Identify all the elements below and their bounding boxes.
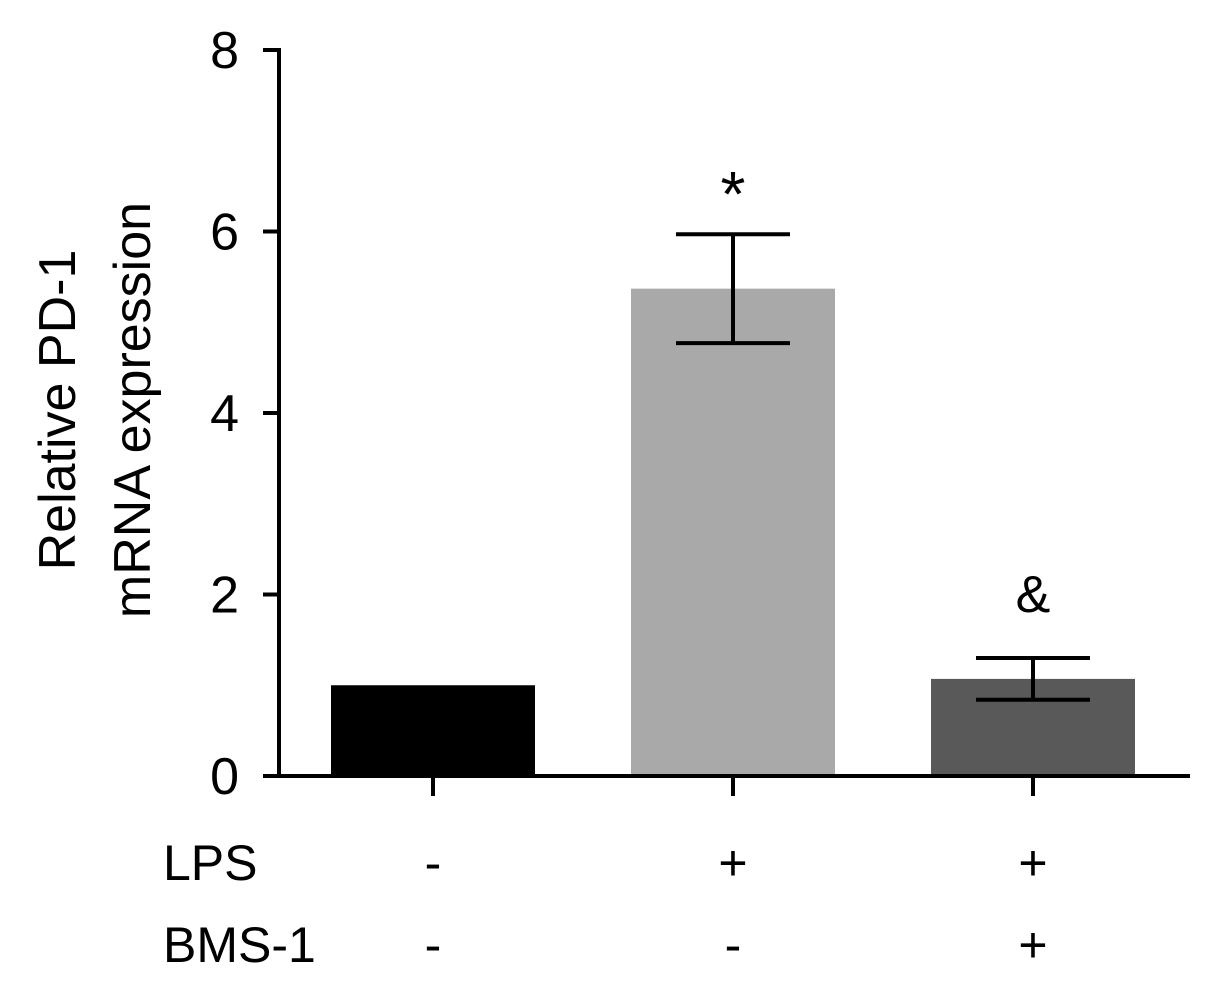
treatment-row-label: BMS-1 [163,917,316,973]
y-axis-title-line-2: mRNA expression [104,202,162,618]
treatment-cell: + [1018,917,1047,973]
y-tick-label: 4 [210,385,239,443]
significance-annotation: & [1016,566,1051,624]
treatment-cell: - [425,835,442,891]
bar [631,288,835,776]
treatment-row-label: LPS [163,835,258,891]
treatment-cell: - [725,917,742,973]
y-tick-label: 0 [210,748,239,806]
significance-annotation: * [721,158,746,230]
treatment-cell: - [425,917,442,973]
treatment-cell: + [1018,835,1047,891]
y-axis: 0 2 4 6 8 [210,22,281,806]
y-axis-title: Relative PD-1 mRNA expression [29,202,162,618]
bar [331,685,535,776]
x-axis [277,774,1190,796]
y-tick-label: 8 [210,22,239,80]
y-tick-label: 6 [210,204,239,262]
bars [331,288,1135,776]
error-bars [676,232,1090,702]
treatment-table: LPS - + + BMS-1 - - + [163,835,1048,973]
y-axis-title-line-1: Relative PD-1 [29,250,87,571]
significance-annotations: *& [721,158,1051,624]
y-tick-label: 2 [210,567,239,625]
treatment-cell: + [718,835,747,891]
